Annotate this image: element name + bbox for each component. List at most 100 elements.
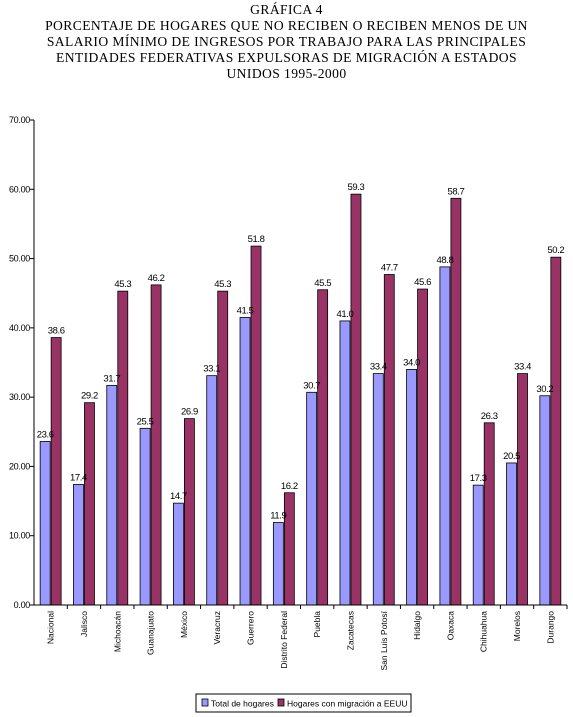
bar-hogares-migracion [50,337,62,606]
data-label: 45.6 [414,277,431,288]
chart-title: GRÁFICA 4 PORCENTAJE DE HOGARES QUE NO R… [0,2,573,82]
category-label: Distrito Federal [279,611,289,669]
bar-hogares-migracion [517,373,528,606]
bar-total-hogares [239,317,251,606]
bar-hogares-migracion [350,193,362,606]
y-tick-label: 20.00 [9,461,30,471]
bar-hogares-migracion [383,274,395,606]
bar-total-hogares [472,484,484,606]
data-label: 38.6 [48,326,65,337]
category-label: Veracruz [212,611,222,645]
y-tick-label: 40.00 [9,323,30,333]
category-label: Puebla [312,611,322,638]
data-label: 26.9 [181,407,198,418]
category-label: Guanajuato [146,611,156,655]
legend-swatch [201,698,209,707]
bar-hogares-migracion [550,256,562,606]
bar-total-hogares [106,384,118,606]
data-label: 33.4 [370,362,387,373]
bar-total-hogares [339,320,351,606]
y-tick-label: 70.00 [9,115,30,125]
data-label: 51.8 [248,234,265,245]
data-label: 45.5 [314,278,331,289]
data-label: 45.3 [214,279,231,290]
category-label: Hidalgo [412,611,422,640]
category-label: Durango [545,611,555,644]
data-label: 45.3 [114,279,131,290]
data-label: 41.0 [337,309,354,320]
bar-hogares-migracion [417,288,428,606]
category-label: Morelos [512,611,522,641]
title-line: ENTIDADES FEDERATIVAS EXPULSORAS DE MIGR… [56,50,517,65]
bar-total-hogares [406,369,417,606]
title-line: PORCENTAJE DE HOGARES QUE NO RECIBEN O R… [45,18,528,33]
data-label: 11.9 [270,511,286,522]
bar-total-hogares [439,266,451,606]
category-label: San Luis Potosí [379,610,389,670]
bar-total-hogares [39,441,51,606]
bar-total-hogares [372,373,384,606]
y-tick-label: 60.00 [9,184,30,194]
bar-total-hogares [506,462,517,606]
category-label: Jalisco [79,611,89,637]
y-tick-label: 30.00 [9,392,30,402]
data-label: 41.5 [237,305,254,316]
data-label: 34.0 [403,357,420,368]
bar-hogares-migracion [117,290,129,606]
data-label: 25.5 [137,416,154,427]
category-label: Michoacán [112,611,122,652]
data-label: 29.2 [81,391,98,402]
legend-swatch [277,698,285,707]
data-label: 17.3 [470,473,487,484]
category-label: Zacatecas [345,611,355,650]
data-label: 48.8 [436,255,453,266]
data-label: 30.2 [536,384,553,395]
bar-hogares-migracion [84,402,95,606]
y-tick-label: 10.00 [9,531,30,541]
y-axis-ticks: 0.00 10.00 20.00 30.00 40.00 50.00 60.00 70.00 [9,115,34,610]
data-label: 17.4 [70,472,87,483]
data-label: 46.2 [148,273,165,284]
data-label: 14.7 [170,491,187,502]
legend: Total de hogares Hogares con migración a … [195,693,412,713]
category-label: Nacional [46,611,56,644]
legend-label: Total de hogares [211,699,274,709]
data-label: 59.3 [348,182,365,193]
axes [33,120,568,609]
category-label: Chihuahua [479,611,489,652]
category-label: Guerrero [246,611,256,645]
data-label: 20.5 [503,451,520,462]
legend-box [195,693,412,713]
data-label: 33.1 [203,364,220,375]
category-labels: Nacional Jalisco Michoacán Guanajuato México… [46,610,556,670]
bar-hogares-migracion [217,290,229,606]
y-tick-label: 50.00 [9,254,30,264]
bar-hogares-migracion [150,284,162,606]
category-label: México [179,611,189,638]
bar-total-hogares [306,391,318,606]
bar-hogares-migracion [250,245,262,606]
bar-total-hogares [539,395,551,606]
data-label: 58.7 [447,186,464,197]
bar-hogares-migracion [483,422,495,606]
bar-total-hogares [206,375,218,606]
title-line: UNIDOS 1995-2000 [226,66,347,81]
data-label: 50.2 [547,245,564,256]
bar-total-hogares [139,427,151,606]
bar-hogares-migracion [317,289,329,606]
data-labels: 23.6 38.6 17.4 29.2 31.7 45.3 25.5 46.2 14.7 26.9… [37,182,565,521]
data-label: 33.4 [514,362,531,373]
data-label: 31.7 [103,373,120,384]
category-label: Oaxaca [445,611,455,641]
title-line: SALARIO MÍNIMO DE INGRESOS POR TRABAJO P… [46,34,527,49]
data-label: 23.6 [37,429,54,440]
data-label: 16.2 [281,481,298,492]
data-label: 26.3 [481,411,498,422]
data-label: 47.7 [381,263,398,274]
y-tick-label: 0.00 [14,600,31,610]
legend-label: Hogares con migración a EEUU [287,699,407,709]
bar-total-hogares [173,502,184,606]
bar-hogares-migracion [184,418,195,606]
data-label: 30.7 [303,380,320,391]
